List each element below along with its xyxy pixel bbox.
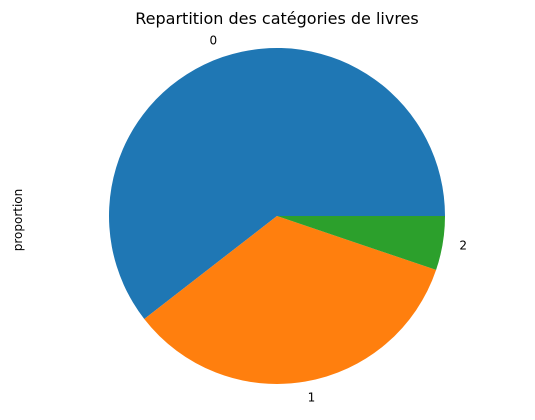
pie-slice-labels: 0 1 2: [209, 34, 466, 405]
pie-slice-2: [277, 216, 446, 270]
pie-slice-label-0: 0: [209, 34, 217, 48]
pie-slice-1: [144, 216, 437, 384]
pie-slice-label-1: 1: [308, 391, 316, 405]
y-axis-label: proportion: [11, 189, 25, 252]
pie-slices: [109, 48, 446, 384]
pie-slice-0: [109, 48, 446, 319]
chart-title: Repartition des catégories de livres: [135, 9, 418, 28]
pie-slice-label-2: 2: [459, 239, 467, 253]
